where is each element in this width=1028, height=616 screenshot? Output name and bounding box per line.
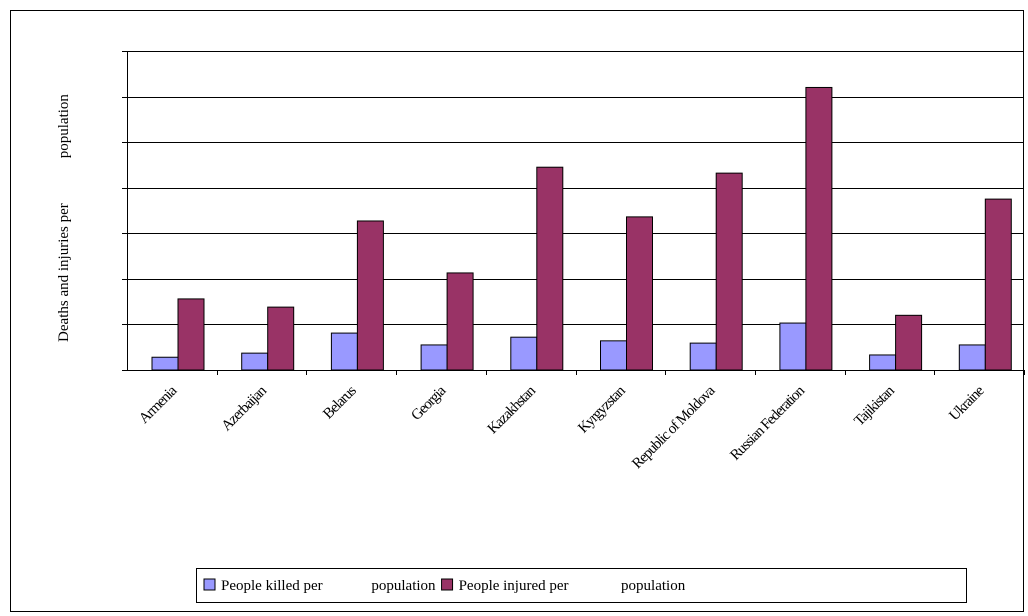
bar xyxy=(510,336,538,371)
bar xyxy=(779,322,807,371)
bar xyxy=(177,298,205,371)
bar xyxy=(420,344,448,371)
bar xyxy=(805,86,833,371)
bar xyxy=(330,332,358,371)
bar xyxy=(626,216,653,371)
chart-frame xyxy=(10,10,1024,612)
bar xyxy=(689,342,717,371)
legend-label: People killed per population xyxy=(221,578,436,594)
bar xyxy=(151,356,179,371)
bar xyxy=(958,344,986,371)
legend-swatch xyxy=(203,578,216,591)
bar xyxy=(356,220,384,371)
legend-swatch xyxy=(441,578,454,591)
bar xyxy=(536,166,564,371)
bar xyxy=(984,198,1012,371)
bar xyxy=(869,354,897,371)
bar xyxy=(267,306,295,371)
legend-box xyxy=(196,568,967,603)
bar xyxy=(600,340,627,371)
bar xyxy=(895,314,923,371)
bar xyxy=(241,352,269,371)
y-axis-title: Deaths and injuries per population xyxy=(56,94,72,342)
bar xyxy=(446,272,474,371)
bar xyxy=(715,172,743,371)
legend-label: People injured per population xyxy=(459,578,686,594)
